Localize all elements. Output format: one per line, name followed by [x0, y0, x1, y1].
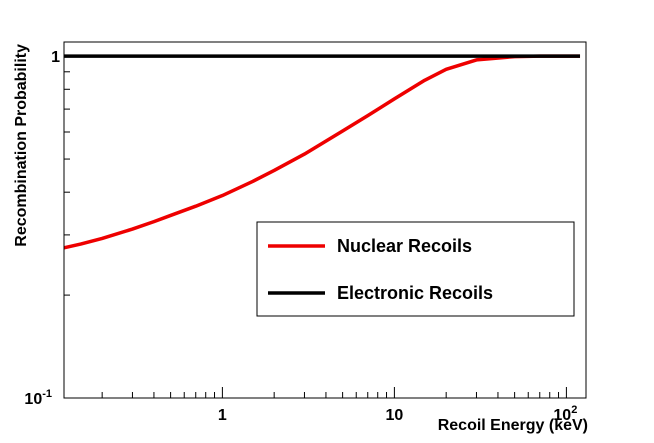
y-tick-label: 1 — [51, 49, 60, 66]
plot-frame — [63, 41, 587, 399]
y-tick-label: 10-1 — [24, 388, 52, 408]
legend-box — [256, 221, 575, 317]
legend-label-electronic: Electronic Recoils — [337, 283, 493, 303]
legend: Nuclear Recoils Electronic Recoils — [256, 221, 575, 317]
x-tick-label: 102 — [553, 404, 577, 424]
x-tick-label: 1 — [218, 407, 227, 424]
tick-labels: 1 10 102 1 10-1 — [24, 49, 577, 424]
y-axis-title: Recombination Probability — [13, 44, 30, 247]
x-tick-label: 10 — [385, 407, 403, 424]
plot-lines — [63, 54, 581, 250]
legend-label-nuclear: Nuclear Recoils — [337, 236, 472, 256]
x-axis-title: Recoil Energy (keV) — [438, 417, 588, 434]
axis-ticks — [64, 55, 567, 399]
